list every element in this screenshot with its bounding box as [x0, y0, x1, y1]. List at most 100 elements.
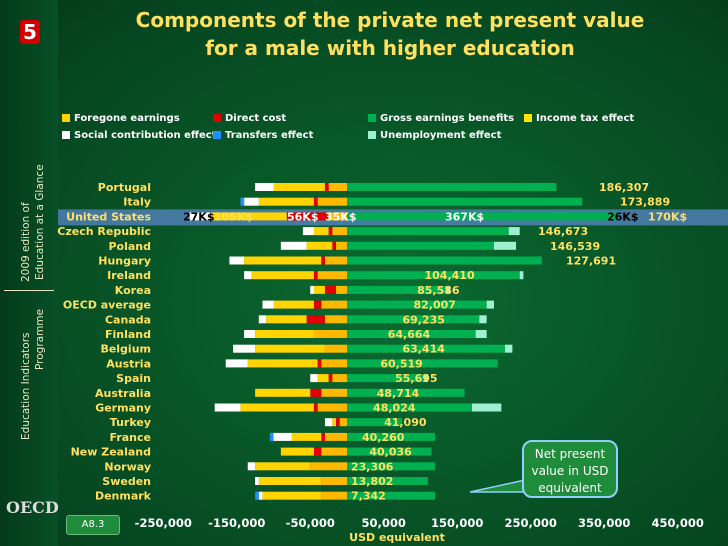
category-label: Norway	[104, 460, 151, 473]
bar-direct	[313, 300, 322, 309]
net-value-label: 173,889	[620, 196, 670, 209]
category-label: Poland	[108, 240, 151, 253]
category-label: United States	[66, 210, 151, 223]
bar-gross	[347, 344, 506, 353]
bar-gross	[347, 477, 428, 485]
net-value-label: 48,024	[373, 402, 416, 415]
table-reference-badge: A8.3	[66, 515, 120, 535]
bar-gross	[347, 447, 432, 456]
bar-transfers	[269, 432, 274, 441]
bar-income-tax	[328, 183, 347, 191]
bar-social	[244, 330, 256, 338]
bar-foregone	[258, 477, 322, 485]
category-label: Denmark	[95, 490, 152, 503]
bar-gross	[347, 285, 447, 294]
net-value-label: 146,673	[538, 225, 588, 238]
bar-income-tax	[317, 403, 347, 412]
category-label: Sweden	[102, 475, 151, 488]
bar-foregone	[313, 227, 329, 236]
bar-direct	[306, 315, 325, 324]
category-label: Spain	[116, 372, 151, 385]
bar-foregone	[255, 344, 325, 353]
bar-gross	[347, 256, 542, 265]
bar-income-tax	[324, 256, 347, 265]
x-tick-label: -50,000	[286, 516, 335, 530]
bar-social	[255, 477, 259, 485]
net-value-label: 69,235	[402, 313, 444, 326]
us-annotation: 27K$	[183, 210, 215, 223]
bar-unemployment	[446, 285, 450, 294]
category-label: New Zealand	[71, 446, 151, 459]
bar-foregone	[255, 388, 311, 397]
bar-social	[258, 491, 263, 500]
bar-transfers	[255, 491, 259, 500]
net-value-label: 85,586	[417, 284, 460, 297]
bar-social	[189, 212, 210, 221]
bar-unemployment	[475, 330, 487, 338]
category-label: Italy	[123, 196, 151, 209]
sidebar	[0, 0, 58, 546]
bar-direct	[313, 271, 318, 280]
bar-gross	[347, 388, 465, 397]
bar-unemployment	[505, 344, 513, 353]
x-tick-label: 450,000	[652, 516, 704, 530]
bar-direct	[328, 227, 333, 236]
bar-income-tax	[321, 477, 347, 485]
bar-unemployment	[494, 241, 517, 250]
bar-gross	[347, 227, 509, 236]
bar-gross	[347, 271, 520, 280]
net-value-label: 40,260	[362, 431, 405, 444]
bar-foregone	[280, 447, 314, 456]
bar-gross	[347, 300, 487, 309]
bar-direct	[313, 403, 318, 412]
bar-foregone	[332, 418, 336, 427]
bar-foregone	[251, 271, 314, 280]
bar-direct	[286, 212, 328, 221]
net-value-label: 48,714	[377, 387, 420, 400]
x-tick-label: 50,000	[362, 516, 406, 530]
x-tick-label: 250,000	[505, 516, 557, 530]
bar-income-tax	[335, 241, 347, 250]
bar-gross	[347, 462, 436, 471]
bar-income-tax	[317, 197, 347, 206]
bar-income-tax	[327, 212, 347, 221]
bar-income-tax	[324, 315, 347, 324]
category-label: Turkey	[110, 416, 151, 429]
legend-direct: Direct cost	[213, 113, 286, 124]
bar-social	[324, 418, 333, 427]
x-tick-label: 350,000	[578, 516, 630, 530]
bar-unemployment	[486, 300, 494, 309]
legend-gross: Gross earnings benefits	[368, 113, 514, 124]
net-value-label: 13,802	[351, 475, 393, 488]
bar-social	[280, 241, 307, 250]
bar-gross	[347, 374, 425, 383]
net-value-label: 127,691	[566, 255, 616, 268]
category-label: France	[110, 431, 151, 444]
bar-income-tax	[324, 344, 347, 353]
legend-swatch	[62, 114, 70, 122]
bar-unemployment	[471, 403, 502, 412]
bar-direct	[321, 432, 325, 441]
bar-social	[225, 359, 248, 368]
bar-gross	[347, 197, 583, 206]
bar-social	[244, 197, 259, 206]
bar-foregone	[255, 330, 314, 338]
bar-social	[310, 285, 314, 294]
bar-foregone	[291, 432, 322, 441]
net-value-label: 60,519	[380, 357, 422, 370]
category-label: OECD average	[63, 299, 151, 312]
net-value-label: 104,410	[425, 269, 475, 282]
us-annotation: 170K$	[648, 210, 687, 223]
bar-social	[247, 462, 256, 471]
bar-income-tax	[313, 330, 347, 338]
bar-foregone	[244, 256, 322, 265]
bar-foregone	[313, 285, 325, 294]
x-tick-label: -150,000	[208, 516, 265, 530]
bar-income-tax	[321, 447, 347, 456]
legend-swatch	[213, 114, 221, 122]
bar-social	[233, 344, 256, 353]
bar-gross	[347, 403, 472, 412]
bar-foregone	[255, 462, 311, 471]
category-label: Canada	[105, 313, 151, 326]
bar-unemployment	[479, 315, 487, 324]
